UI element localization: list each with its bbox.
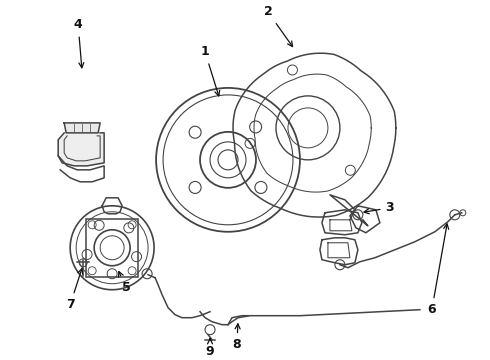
Polygon shape [64, 123, 100, 133]
Text: 6: 6 [427, 224, 449, 316]
Text: 9: 9 [206, 339, 214, 358]
Text: 8: 8 [233, 324, 241, 351]
Text: 2: 2 [264, 5, 293, 46]
Text: 1: 1 [201, 45, 220, 96]
Text: 3: 3 [364, 201, 394, 214]
Text: 5: 5 [119, 271, 130, 294]
Bar [86, 219, 138, 277]
Text: 7: 7 [66, 269, 83, 311]
Text: 4: 4 [74, 18, 84, 68]
Polygon shape [58, 133, 104, 166]
